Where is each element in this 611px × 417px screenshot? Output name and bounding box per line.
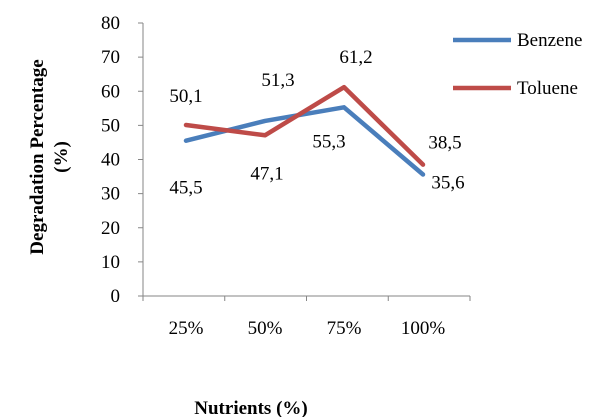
y-tick-label: 0 — [111, 286, 121, 307]
x-axis-title: Nutrients (%) — [194, 398, 307, 417]
data-label-benzene: 45,5 — [169, 178, 202, 199]
y-tick-label: 40 — [101, 150, 120, 171]
series-lines — [183, 84, 426, 177]
x-tick-label: 75% — [327, 318, 362, 339]
data-label-toluene: 61,2 — [339, 47, 372, 68]
series-line-benzene — [183, 105, 426, 177]
x-axis: 25% 50% 75% 100% — [142, 295, 471, 339]
data-label-toluene: 38,5 — [428, 133, 461, 154]
y-axis-title-line-1: Degradation Percentage — [27, 59, 48, 254]
y-axis: 0 10 20 30 40 50 60 70 80 — [101, 13, 144, 307]
y-tick-label: 20 — [101, 218, 120, 239]
legend: Benzene Toluene — [453, 30, 582, 99]
data-label-toluene: 50,1 — [169, 86, 202, 107]
x-tick-label: 50% — [248, 318, 283, 339]
data-label-benzene: 51,3 — [261, 70, 294, 91]
y-tick-label: 60 — [101, 81, 120, 102]
data-label-benzene: 35,6 — [431, 173, 464, 194]
y-tick-label: 70 — [101, 47, 120, 68]
data-label-toluene: 47,1 — [250, 163, 283, 184]
data-labels: 45,5 51,3 55,3 35,6 50,1 47,1 61,2 38,5 — [169, 47, 464, 199]
y-axis-title-line-2: (%) — [51, 141, 72, 173]
x-tick-label: 100% — [401, 318, 446, 339]
y-tick-label: 80 — [101, 13, 120, 34]
y-tick-label: 30 — [101, 184, 120, 205]
x-tick-label: 25% — [169, 318, 204, 339]
y-tick-label: 10 — [101, 252, 120, 273]
legend-label-toluene: Toluene — [517, 78, 578, 99]
series-line-toluene — [183, 84, 426, 167]
data-label-benzene: 55,3 — [312, 131, 345, 152]
y-tick-label: 50 — [101, 115, 120, 136]
legend-label-benzene: Benzene — [517, 30, 582, 51]
